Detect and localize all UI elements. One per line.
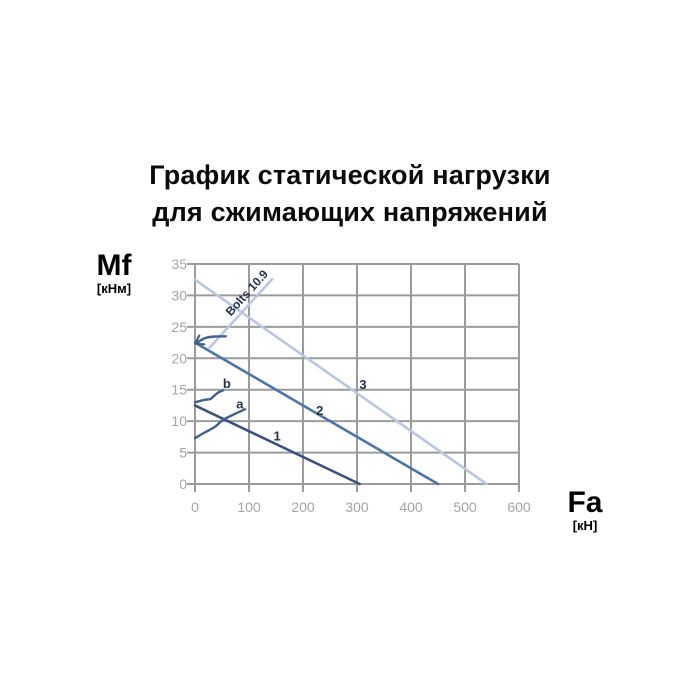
x-tick-label-600: 600 [507, 499, 531, 515]
y-tick-label-0: 0 [179, 476, 187, 492]
y-axis-unit: [кНм] [96, 281, 132, 296]
annotation-bolts-10-9: Bolts 10.9 [223, 267, 272, 319]
chart-title: График статической нагрузки для сжимающих… [0, 157, 700, 231]
x-tick-label-400: 400 [399, 499, 423, 515]
chart-title-line1: График статической нагрузки [149, 160, 551, 190]
x-tick-label-500: 500 [453, 499, 477, 515]
series-line-1 [193, 404, 361, 486]
series-bolts-arrow-curve [194, 334, 227, 346]
y-tick-label-15: 15 [171, 382, 187, 398]
series-curve-a [193, 408, 247, 440]
y-axis-name: Mf [96, 249, 132, 282]
x-axis-unit: [кН] [572, 518, 598, 533]
y-tick-label-5: 5 [179, 445, 187, 461]
chart-title-line2: для сжимающих напряжений [152, 197, 548, 227]
annotation-2: 2 [316, 403, 323, 418]
y-tick-label-35: 35 [171, 256, 187, 272]
x-tick-label-200: 200 [291, 499, 315, 515]
y-tick-label-30: 30 [171, 287, 187, 303]
annotation-1: 1 [273, 429, 280, 444]
x-axis-title: Fa [кН] [553, 486, 617, 534]
annotation-a: a [236, 397, 244, 412]
y-tick-label-25: 25 [171, 319, 187, 335]
x-tick-label-300: 300 [345, 499, 369, 515]
x-axis-name: Fa [567, 486, 603, 519]
x-tick-label-100: 100 [237, 499, 261, 515]
x-tick-label-0: 0 [191, 499, 199, 515]
series-line-2 [193, 341, 440, 486]
annotation-3: 3 [359, 377, 366, 392]
series-curve-b [193, 389, 225, 404]
y-tick-label-10: 10 [171, 413, 187, 429]
annotation-b: b [223, 376, 231, 391]
y-tick-label-20: 20 [171, 350, 187, 366]
series-line-3 [193, 278, 488, 486]
y-axis-title: Mf [кНм] [82, 249, 146, 297]
